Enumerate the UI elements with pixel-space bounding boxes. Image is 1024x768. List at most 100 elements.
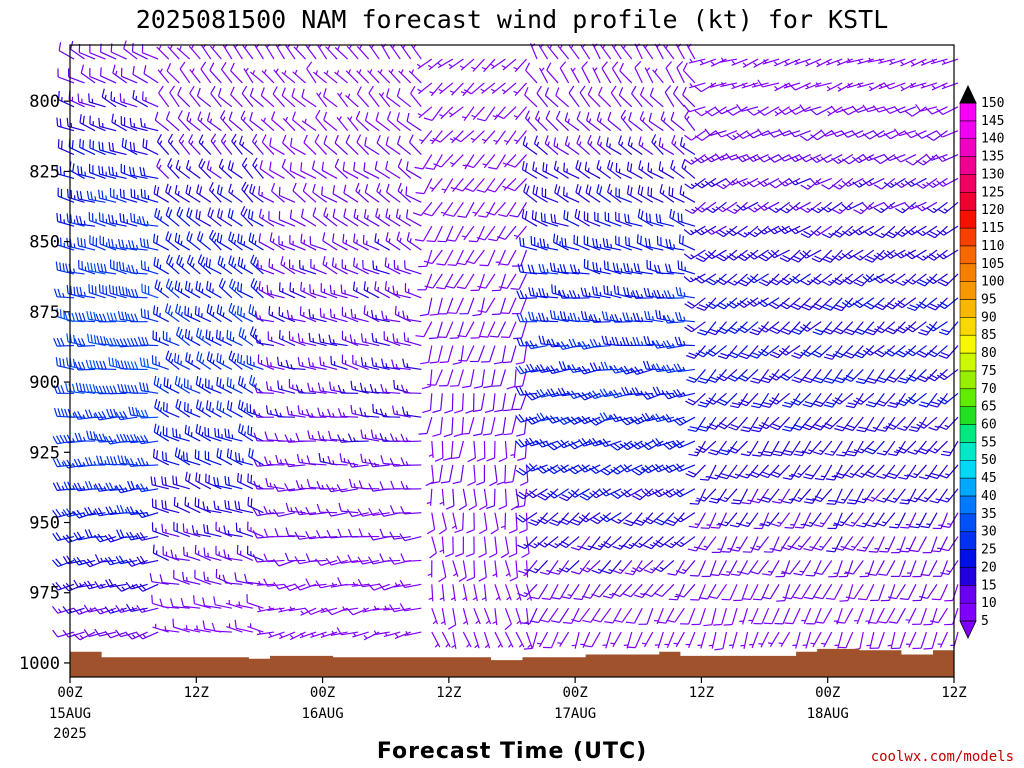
wind-barb [643,287,664,299]
wind-barb [652,340,674,349]
wind-barb [360,429,380,442]
wind-barb [757,79,780,88]
wind-barb [500,321,517,338]
wind-barb [653,559,675,573]
wind-barb [396,88,412,108]
wind-barb [136,604,159,613]
wind-barb [523,608,529,626]
wind-barb [907,464,927,479]
wind-barb [386,183,401,203]
wind-barb [851,130,875,139]
wind-barb [206,160,222,179]
wind-barb [186,111,201,132]
wind-barb [206,280,222,299]
wind-barb [898,464,917,480]
wind-barb [615,235,632,251]
wind-barb [305,578,327,587]
wind-barb [546,388,569,398]
wind-barb [682,62,696,84]
wind-barb [467,464,476,487]
wind-barb [374,233,391,251]
wind-barb [458,560,467,583]
wind-barb [374,281,391,299]
wind-barb [127,264,148,275]
wind-barb [654,43,664,60]
wind-barb [936,153,959,163]
colorbar-swatch [959,388,977,407]
wind-barb [57,187,75,203]
wind-barb [936,368,959,381]
wind-barb [866,416,885,432]
wind-barb [630,366,653,375]
wind-barb [716,249,738,262]
wind-barb [66,117,85,132]
wind-barb [94,580,117,589]
wind-barb [498,273,517,289]
wind-barb [769,464,791,478]
wind-barb [466,512,475,534]
wind-barb [401,406,422,418]
wind-barb [878,58,896,64]
wind-barb [571,607,591,623]
wind-barb [730,536,749,552]
wind-barb [253,408,274,418]
wind-barb [651,463,675,473]
wind-barb [821,225,843,239]
wind-barb [528,287,548,299]
colorbar-swatch [959,352,977,372]
wind-barb [73,509,96,519]
wind-barb [523,560,529,578]
wind-barb [740,440,759,457]
wind-barb [634,43,643,60]
wind-barb [479,488,488,511]
wind-barb [675,583,696,598]
wind-barb [841,225,864,237]
wind-barb [563,162,580,179]
wind-barb [172,618,190,633]
wind-barb [396,231,412,251]
wind-barb [888,607,906,624]
wind-barb [247,623,264,633]
wind-barb [760,488,780,503]
wind-barb [873,273,896,284]
wind-barb [249,183,264,203]
wind-barb [665,61,675,84]
wind-barb [639,86,654,108]
wind-barb [234,572,254,585]
wind-barb [810,201,833,214]
wind-barb [908,416,927,432]
wind-barb [887,440,906,457]
wind-barb [468,488,477,511]
wind-barb [469,345,485,363]
wind-barb [920,560,938,577]
wind-barb [368,483,390,492]
wind-barb [700,512,717,529]
wind-barb [906,631,917,648]
wind-barb [345,93,359,108]
wind-barb [172,475,190,490]
wind-barb [866,369,885,384]
wind-barb [727,368,748,382]
wind-barb [209,62,222,84]
wind-barb [104,630,127,639]
wind-barb [837,82,854,92]
wind-barb [151,498,169,514]
wind-barb [246,355,264,370]
wind-barb [220,110,233,132]
wind-barb [867,57,885,63]
wind-barb [226,448,243,466]
wind-barb [254,310,275,323]
wind-barb [856,512,875,528]
wind-barb [683,273,706,283]
wind-barb [579,85,591,108]
wind-barb [319,356,338,371]
colorbar-tick-label: 15 [981,578,997,593]
wind-barb [598,86,612,108]
wind-barb [826,82,843,92]
wind-barb [870,584,885,602]
wind-barb [322,232,338,251]
wind-barb [472,393,486,413]
wind-barb [473,417,486,437]
wind-barb [119,93,138,108]
wind-barb [793,583,812,600]
